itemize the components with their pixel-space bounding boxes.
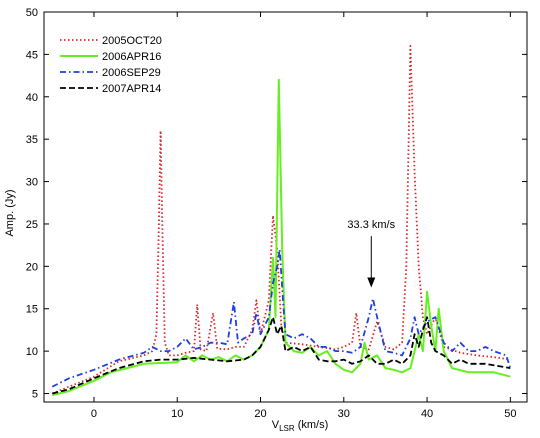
annotation: 33.3 km/s bbox=[347, 219, 396, 288]
series-line-2006APR16 bbox=[52, 78, 511, 397]
x-tick-label-40: 40 bbox=[421, 408, 433, 420]
x-axis-label-sub: LSR bbox=[279, 424, 295, 433]
x-tick-label-0: 0 bbox=[91, 408, 97, 420]
y-tick-label-35: 35 bbox=[26, 134, 38, 146]
annotation-text: 33.3 km/s bbox=[347, 219, 395, 231]
y-tick-label-5: 5 bbox=[32, 389, 38, 401]
x-tick-label-50: 50 bbox=[504, 408, 516, 420]
y-tick-label-50: 50 bbox=[26, 7, 38, 19]
x-tick-label-10: 10 bbox=[171, 408, 183, 420]
legend: 2005OCT20 2006APR16 2006SEP29 2007APR14 bbox=[60, 35, 162, 95]
y-tick-label-45: 45 bbox=[26, 49, 38, 61]
legend-label-2006SEP29: 2006SEP29 bbox=[102, 67, 161, 79]
x-axis-label: VLSR (km/s) bbox=[272, 419, 329, 433]
x-tick-label-20: 20 bbox=[254, 408, 266, 420]
y-tick-label-30: 30 bbox=[26, 177, 38, 189]
legend-label-2007APR14: 2007APR14 bbox=[102, 83, 161, 95]
legend-label-2005OCT20: 2005OCT20 bbox=[102, 35, 162, 47]
axis-ticks: 0 10 20 30 40 50 5 10 15 20 25 30 35 40 45 50 bbox=[26, 7, 527, 420]
x-axis-label-unit: (km/s) bbox=[295, 419, 329, 431]
y-tick-label-15: 15 bbox=[26, 304, 38, 316]
y-tick-label-25: 25 bbox=[26, 219, 38, 231]
y-tick-label-20: 20 bbox=[26, 261, 38, 273]
series-line-2005OCT20 bbox=[51, 45, 511, 395]
annotation-arrow-head bbox=[367, 277, 376, 288]
plot-marks bbox=[51, 45, 512, 397]
plot-frame bbox=[43, 11, 528, 403]
y-tick-label-40: 40 bbox=[26, 92, 38, 104]
series-line-2007APR14 bbox=[52, 316, 511, 395]
x-axis-label-main: V bbox=[272, 419, 280, 431]
y-axis-label: Amp. (Jy) bbox=[4, 189, 16, 236]
x-tick-label-30: 30 bbox=[338, 408, 350, 420]
series-line-2006SEP29 bbox=[51, 248, 512, 388]
y-tick-label-10: 10 bbox=[26, 346, 38, 358]
legend-label-2006APR16: 2006APR16 bbox=[102, 51, 161, 63]
